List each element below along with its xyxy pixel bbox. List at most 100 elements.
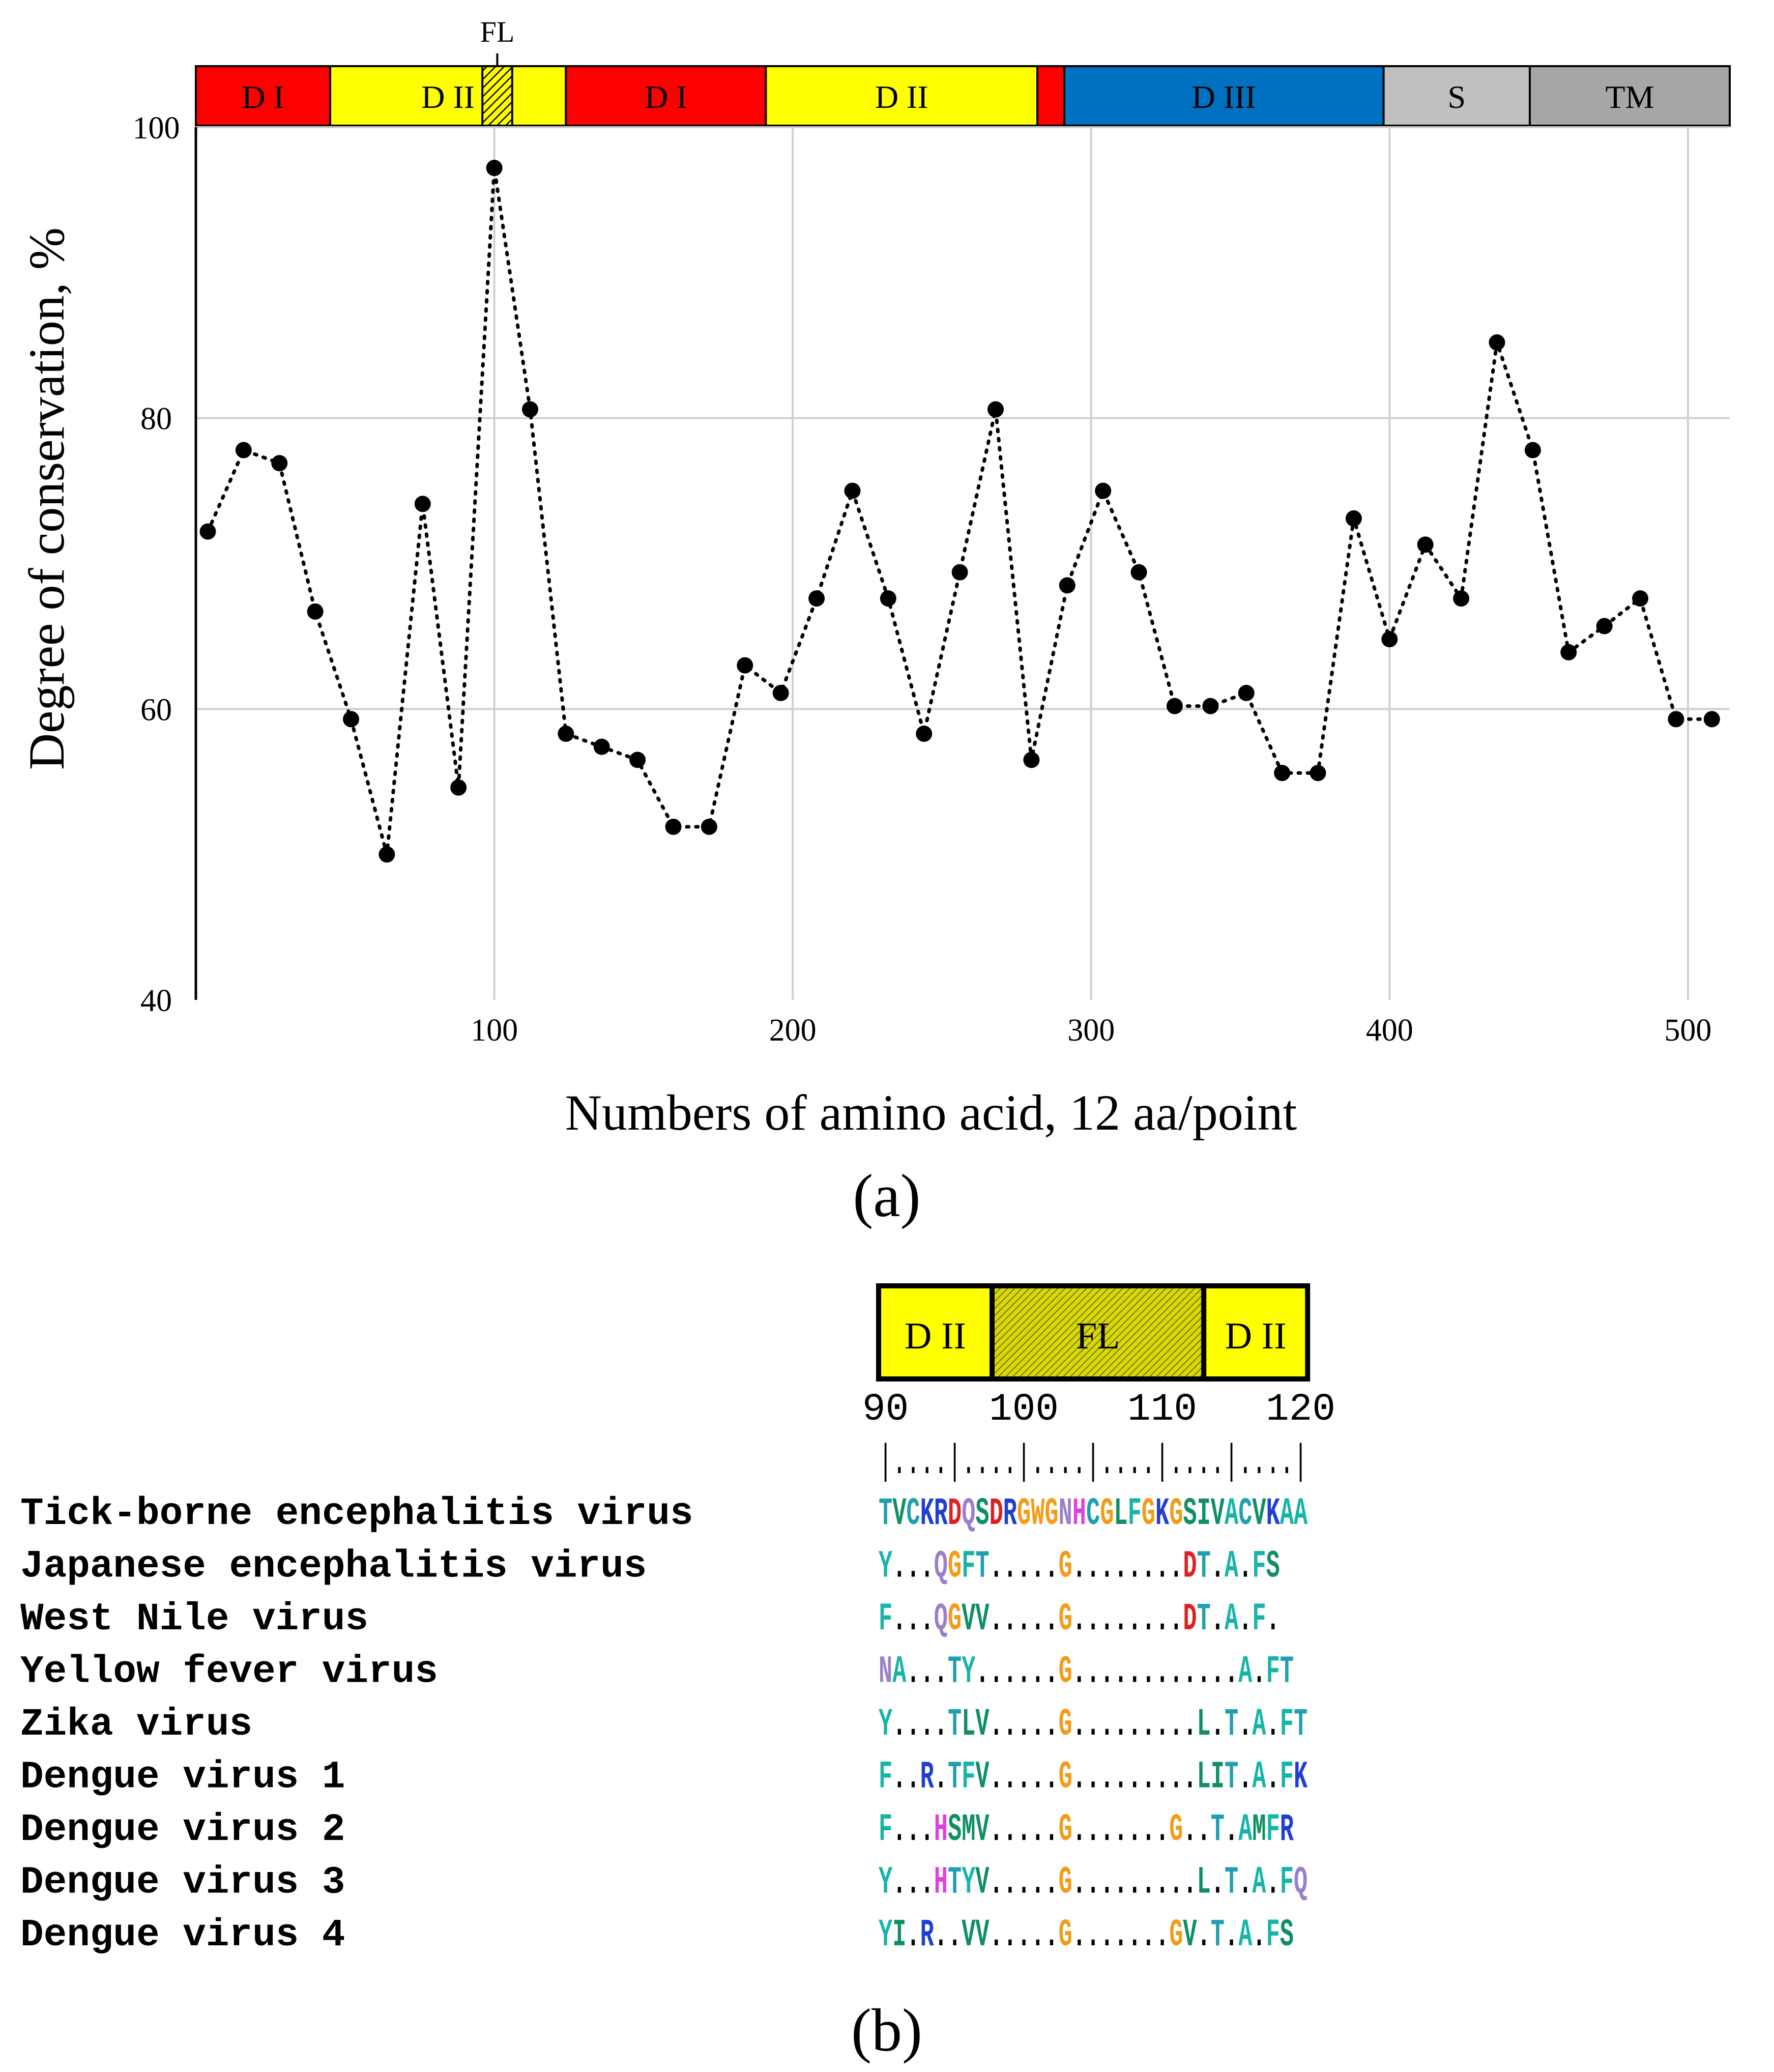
data-point (1524, 442, 1541, 458)
sequence: F..R.TFV.....G.........LIT.A.FK (879, 1756, 1307, 1799)
x-axis-label: Numbers of amino acid, 12 aa/point (565, 1084, 1297, 1141)
virus-name: Tick-borne encephalitis virus (20, 1492, 693, 1536)
fl-marker-label: FL (480, 15, 515, 48)
data-point (450, 779, 467, 796)
data-point (1166, 698, 1183, 714)
position-ruler: |....|....|....|....|....|....| (879, 1438, 1307, 1486)
data-point (1023, 752, 1040, 768)
sequence: F...QGVV.....G........DT.A.F. (879, 1597, 1280, 1641)
fl-segment (481, 65, 513, 127)
domain-segment (1036, 65, 1065, 127)
virus-name: Dengue virus 4 (20, 1913, 345, 1957)
data-point (1130, 564, 1147, 581)
data-point (1632, 590, 1649, 607)
y-axis-label: Degree of conservation, % (18, 227, 75, 770)
domain-segment (565, 65, 767, 127)
domain-segment (1382, 65, 1531, 127)
data-point (521, 401, 538, 418)
data-point (1238, 684, 1255, 701)
position-number: 90 (862, 1388, 909, 1431)
virus-name: Dengue virus 3 (20, 1861, 345, 1905)
data-point (343, 711, 360, 728)
sequence: F...HSMV.....G.......G..T.AMFR (879, 1808, 1294, 1852)
data-point (1345, 510, 1362, 527)
alignment: Tick-borne encephalitis virus TVCKRDQSDRG… (20, 1492, 1307, 1957)
data-point (1274, 765, 1291, 782)
position-number: 120 (1266, 1388, 1335, 1431)
y-tick-label: 80 (140, 402, 172, 437)
domain-label: D II (875, 79, 928, 115)
data-point (379, 846, 395, 863)
data-point (558, 725, 574, 742)
data-point (844, 482, 861, 499)
domain-segment (329, 65, 567, 127)
domain-segment (876, 1283, 995, 1382)
y-tick-label: 100 (133, 111, 180, 146)
y-tick-label: 40 (140, 984, 172, 1018)
data-point (414, 496, 431, 512)
domain-label: D II (421, 79, 475, 115)
position-number: 110 (1127, 1388, 1197, 1431)
y-tick-labels: 40 60 80 100 (133, 111, 180, 1018)
domain-segment (1063, 65, 1385, 127)
domain-bar-a: D I D II D I D II D III S TM (195, 65, 1731, 127)
alignment-row: West Nile virus F...QGVV.....G........DT.… (20, 1597, 1280, 1641)
data-point (1059, 577, 1075, 594)
gridlines (196, 126, 1730, 1000)
domain-label: S (1447, 79, 1466, 115)
virus-name: Yellow fever virus (20, 1650, 438, 1694)
sequence: YI.R..VV.....G.......GV.T.A.FS (879, 1913, 1294, 1957)
x-tick-label: 300 (1067, 1013, 1115, 1048)
data-point (199, 523, 216, 540)
alignment-row: Tick-borne encephalitis virus TVCKRDQSDRG… (20, 1492, 1307, 1536)
data-point (1668, 711, 1684, 728)
data-point (701, 818, 717, 835)
domain-label: D III (1192, 79, 1256, 115)
x-tick-label: 200 (769, 1013, 817, 1048)
data-points (199, 160, 1720, 863)
data-point (1703, 711, 1720, 728)
data-point (235, 442, 252, 458)
x-tick-label: 400 (1366, 1013, 1413, 1048)
data-point (1489, 334, 1505, 351)
sequence: Y....TLV.....G.........L.T.A.FT (879, 1703, 1307, 1746)
data-point (880, 590, 896, 607)
conservation-line (206, 167, 1714, 855)
domain-label: FL (1076, 1315, 1120, 1357)
data-point (916, 725, 933, 742)
panel-b: D II FL D II 90 100 110 120 |....|....|....|.… (20, 1283, 1335, 2064)
domain-segment (1201, 1283, 1311, 1382)
sequence: TVCKRDQSDRGWGNHCGLFGKGSIVACVKAA (879, 1492, 1307, 1536)
domain-segment (195, 65, 331, 127)
domain-label: D I (242, 79, 284, 115)
data-point (1202, 698, 1219, 714)
virus-name: Japanese encephalitis virus (20, 1545, 647, 1589)
domain-segment (1528, 65, 1731, 127)
data-point (1095, 482, 1112, 499)
data-point (772, 684, 789, 701)
data-point (1417, 536, 1434, 553)
data-point (1596, 618, 1613, 635)
data-point (951, 564, 968, 581)
virus-name: Zika virus (20, 1703, 252, 1746)
sequence: Y...HTYV.....G.........L.T.A.FQ (879, 1861, 1307, 1905)
caption-b: (b) (851, 1996, 922, 2064)
data-point (1453, 590, 1470, 607)
y-tick-label: 60 (140, 693, 172, 727)
panel-a: D I D II D I D II D III S TM FL 40 60 80 100 100 2… (18, 15, 1731, 1229)
domain-label: D II (905, 1315, 966, 1357)
virus-name: Dengue virus 1 (20, 1756, 345, 1799)
position-number: 100 (989, 1388, 1059, 1431)
data-point (593, 738, 610, 755)
fl-marker: FL (480, 15, 515, 66)
domain-label: D I (645, 79, 687, 115)
alignment-row: Dengue virus 1 F..R.TFV.....G.........LIT… (20, 1756, 1307, 1799)
data-point (665, 818, 682, 835)
alignment-row: Zika virus Y....TLV.....G.........L.T.A.F… (20, 1703, 1307, 1746)
data-point (271, 455, 288, 472)
sequence: Y...QGFT.....G........DT.A.FS (879, 1545, 1280, 1589)
domain-label: D II (1225, 1315, 1287, 1357)
position-numbers: 90 100 110 120 (862, 1388, 1335, 1431)
domain-bar-b: D II FL D II (876, 1283, 1311, 1382)
